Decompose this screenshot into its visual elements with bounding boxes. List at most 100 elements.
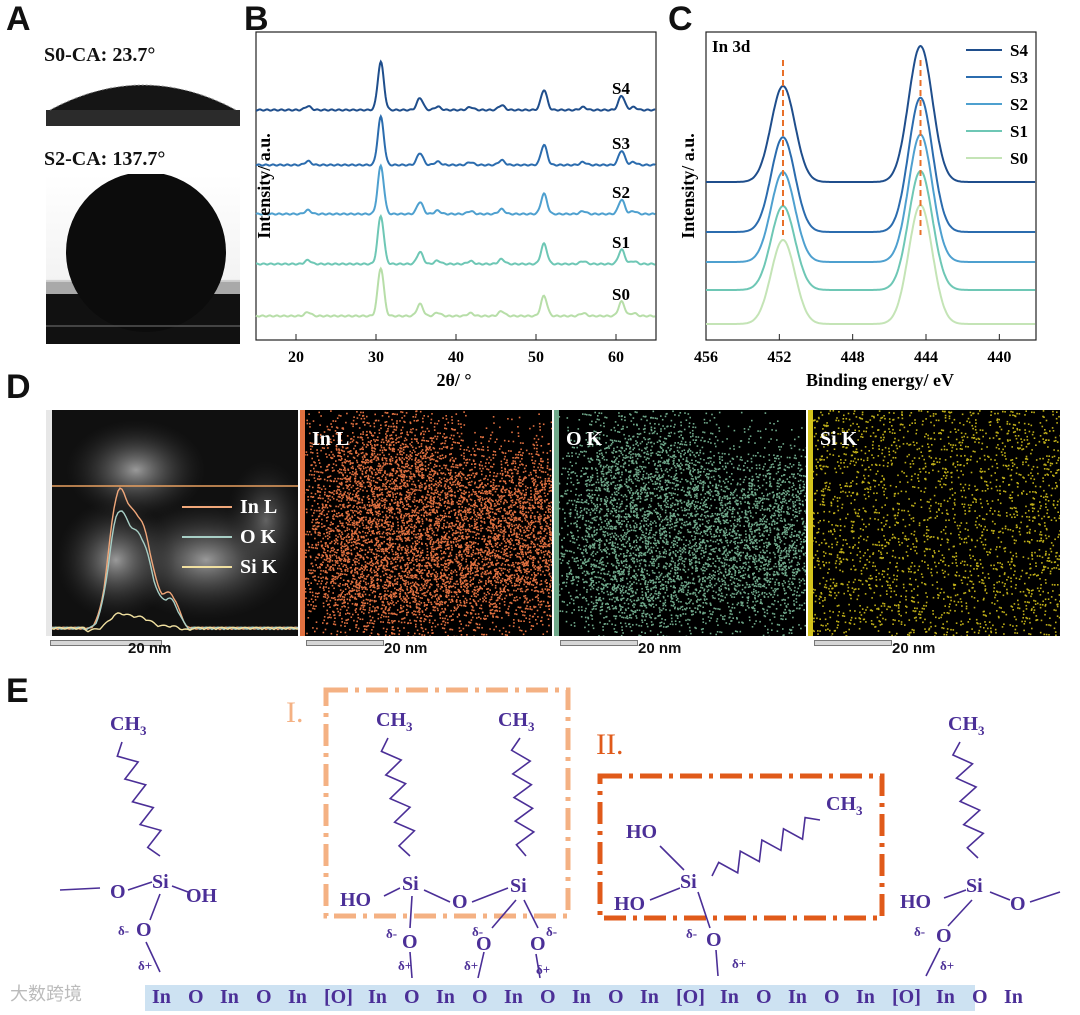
bond (471, 887, 509, 903)
surface-atom: O (256, 986, 272, 1008)
in-l-map: In L (300, 410, 552, 636)
partial-charge: δ+ (464, 958, 478, 973)
partial-charge: δ- (118, 923, 129, 938)
bond (409, 895, 413, 929)
box-ii (597, 773, 885, 921)
bond (925, 947, 941, 977)
line-scan-legend-label: O K (240, 525, 277, 548)
surface-atom: In (572, 986, 591, 1008)
hydroxyl-group: HO (900, 891, 931, 913)
xrd-x-tick-label: 50 (528, 349, 544, 366)
line-scan-legend-label: In L (240, 495, 278, 518)
bond (477, 951, 485, 979)
xrd-series-label: S1 (612, 233, 630, 252)
line-scan-2 (51, 612, 298, 633)
line-scan-1 (51, 510, 298, 631)
xps-legend-label: S0 (1010, 149, 1028, 168)
surface-atom: O (608, 986, 624, 1008)
xrd-x-tick-label: 20 (288, 349, 304, 366)
si-k-map-label: Si K (820, 428, 858, 450)
xrd-series-label: S2 (612, 183, 630, 202)
contact-angle-caption-s0: S0-CA: 23.7° (44, 44, 156, 66)
haadf-image: In L O K Si K (46, 410, 298, 636)
xrd-x-tick-label: 40 (448, 349, 464, 366)
xrd-series-S0 (255, 266, 656, 318)
xrd-series-S1 (256, 213, 656, 266)
xps-legend-label: S3 (1010, 68, 1028, 87)
surface-atom: In (1004, 986, 1023, 1008)
ch3-group: CH3 (376, 709, 413, 734)
scale-bar-label: 20 nm (638, 640, 682, 657)
bond (423, 889, 451, 903)
surface-atom: In (368, 986, 387, 1008)
box-ii-label: II. (596, 728, 623, 761)
bond (59, 887, 101, 891)
bond (127, 881, 153, 891)
o-k-map-label: O K (566, 428, 603, 450)
silicon-atom: Si (152, 871, 169, 893)
bond (1029, 891, 1061, 903)
xps-chart: In 3d 456 452 448 444 440 S4 S3 S2 S1 S0 Binding… (678, 31, 1037, 390)
scale-bar-label: 20 nm (892, 640, 936, 657)
bond (171, 885, 189, 893)
surface-atom: O (972, 986, 988, 1008)
partial-charge: δ+ (732, 956, 746, 971)
line-scan-legend-item: Si K (182, 552, 277, 582)
partial-charge: δ- (472, 924, 483, 939)
xrd-series-S4 (255, 59, 656, 112)
bond (947, 899, 973, 927)
silicon-atom: Si (510, 875, 527, 897)
xrd-series-label: S0 (612, 285, 630, 304)
line-scan-legend-swatch (182, 506, 232, 508)
partial-charge: δ+ (536, 962, 550, 977)
silicon-atom: Si (402, 873, 419, 895)
panel-label-d: D (6, 368, 31, 406)
surface-atom: In (936, 986, 955, 1008)
oxygen-atom: O (706, 929, 722, 951)
surface-atom: In (288, 986, 307, 1008)
bond (659, 845, 685, 871)
xps-plot-frame (705, 31, 1037, 341)
surface-atom: O (188, 986, 204, 1008)
bond (145, 941, 161, 973)
xrd-x-tick-label: 30 (368, 349, 384, 366)
xrd-series-S2 (255, 163, 656, 216)
xps-legend-label: S2 (1010, 95, 1028, 114)
xps-x-tick-label: 452 (767, 349, 791, 366)
hydroxyl-group: HO (614, 893, 645, 915)
xrd-series-label: S3 (612, 134, 630, 153)
surface-atom: [O] (892, 986, 921, 1008)
bond (697, 891, 711, 929)
xps-x-tick-label: 444 (914, 349, 938, 366)
box-i (323, 687, 571, 919)
panel-label-c: C (668, 0, 693, 38)
oxygen-atom: O (402, 931, 418, 953)
bond (715, 949, 719, 977)
xps-title: In 3d (712, 37, 751, 56)
oxygen-atom: O (1010, 893, 1026, 915)
surface-atom: O (756, 986, 772, 1008)
scale-bar (50, 640, 162, 646)
scale-bar (306, 640, 384, 646)
silicon-atom: Si (966, 875, 983, 897)
surface-atom: In (788, 986, 807, 1008)
xps-legend-label: S1 (1010, 122, 1028, 141)
bond (989, 891, 1011, 901)
bond (491, 899, 517, 929)
xps-legend-label: S4 (1010, 41, 1028, 60)
xps-series-S3 (706, 96, 1036, 233)
scale-bar-label: 20 nm (128, 640, 172, 657)
line-scan-legend-swatch (182, 566, 232, 568)
partial-charge: δ+ (940, 958, 954, 973)
xrd-x-axis-label: 2θ/ ° (436, 370, 471, 390)
xrd-series-S3 (255, 113, 656, 167)
alkyl-chain (510, 737, 536, 857)
alkyl-chain (951, 741, 985, 859)
alkyl-chain (711, 816, 821, 877)
o-k-color-bar (554, 410, 559, 636)
in-l-map-label: In L (312, 428, 350, 450)
box-i-label: I. (286, 696, 304, 729)
watermark: 大数跨境 (10, 984, 82, 1005)
bond (943, 889, 967, 899)
xrd-chart: 20 30 40 50 60 S4 S3 S2 S1 S0 2θ/ ° Intensity/ a… (254, 31, 657, 390)
